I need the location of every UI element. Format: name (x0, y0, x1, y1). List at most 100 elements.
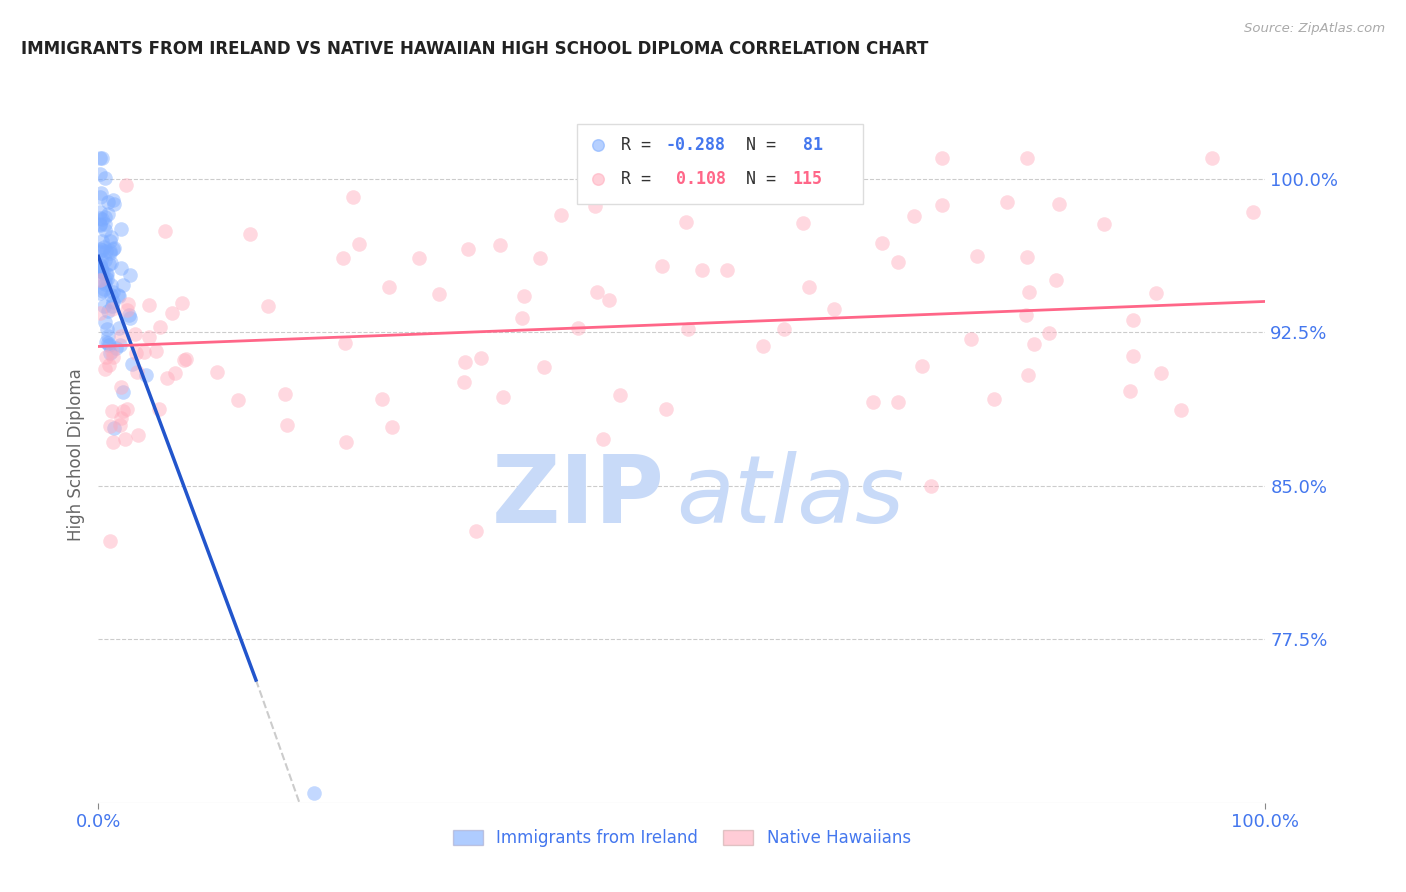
Point (94, 315, 117, 329)
FancyBboxPatch shape (576, 124, 863, 204)
Point (533, 360, 555, 375)
Point (174, 352, 197, 367)
Point (94, 223, 117, 237)
Point (1122, 313, 1144, 327)
Point (870, 235, 893, 250)
Point (378, 279, 401, 293)
Point (931, 198, 953, 212)
Point (98, 338, 121, 352)
Point (1047, 197, 1070, 211)
Point (149, 320, 172, 334)
Point (226, 392, 249, 407)
Point (91, 234, 114, 248)
Point (1241, 205, 1264, 219)
Text: R =: R = (621, 136, 661, 154)
Point (138, 298, 160, 312)
Point (347, 236, 370, 251)
Point (592, 432, 614, 446)
Point (115, 402, 138, 417)
Point (90, 260, 112, 275)
Point (101, 302, 124, 317)
Point (110, 338, 132, 352)
Point (89, 211, 111, 225)
Point (112, 384, 135, 399)
Text: Source: ZipAtlas.com: Source: ZipAtlas.com (1244, 22, 1385, 36)
Point (98, 246, 121, 260)
Point (103, 197, 125, 211)
Point (115, 178, 138, 192)
Text: N =: N = (727, 136, 786, 154)
Point (690, 262, 713, 277)
Point (470, 351, 492, 365)
Point (96, 267, 118, 281)
Point (89, 217, 111, 231)
Point (93, 282, 115, 296)
Point (125, 365, 148, 379)
Point (887, 255, 910, 269)
Point (1170, 403, 1192, 417)
Point (97, 328, 120, 343)
Point (427, 286, 450, 301)
Point (995, 195, 1018, 210)
Point (121, 357, 143, 371)
Point (91, 265, 114, 279)
Point (100, 230, 122, 244)
Point (135, 368, 157, 383)
Point (453, 376, 475, 390)
Point (97, 335, 120, 350)
Point (90, 264, 112, 278)
Point (110, 222, 132, 236)
Y-axis label: High School Diploma: High School Diploma (66, 368, 84, 541)
Point (103, 241, 125, 255)
Point (89, 258, 111, 272)
Point (170, 296, 193, 310)
Point (108, 289, 131, 303)
Text: atlas: atlas (676, 451, 904, 542)
Point (110, 410, 132, 425)
Point (1150, 366, 1173, 380)
Point (96, 244, 118, 258)
Point (90, 261, 112, 276)
Point (118, 308, 141, 322)
Point (464, 524, 486, 538)
Point (101, 193, 124, 207)
Point (132, 345, 155, 359)
Point (91, 243, 114, 257)
Point (1017, 250, 1039, 264)
Point (966, 250, 988, 264)
Point (675, 215, 697, 229)
Point (1038, 326, 1060, 340)
Point (145, 344, 167, 359)
Point (98, 257, 121, 271)
Point (823, 302, 845, 317)
Point (156, 371, 179, 385)
Point (89, 286, 111, 301)
Point (100, 278, 122, 293)
Point (89, 258, 111, 272)
Point (90, 252, 112, 267)
Point (1122, 349, 1144, 363)
Point (408, 251, 430, 265)
Point (96, 272, 118, 286)
Point (114, 433, 136, 447)
Point (94, 210, 117, 224)
Point (90, 186, 112, 201)
Point (583, 198, 606, 212)
Point (89, 264, 111, 278)
Point (89, 242, 111, 256)
Point (454, 355, 477, 369)
Point (381, 419, 404, 434)
Point (512, 310, 534, 325)
Point (93, 275, 115, 289)
Point (101, 350, 124, 364)
Point (91, 265, 114, 279)
Point (108, 417, 131, 432)
Point (125, 346, 148, 360)
Point (93, 171, 115, 186)
Point (163, 367, 186, 381)
Point (112, 404, 135, 418)
Point (110, 328, 132, 343)
Point (1201, 151, 1223, 165)
Text: -0.288: -0.288 (665, 136, 725, 154)
Point (567, 321, 589, 335)
